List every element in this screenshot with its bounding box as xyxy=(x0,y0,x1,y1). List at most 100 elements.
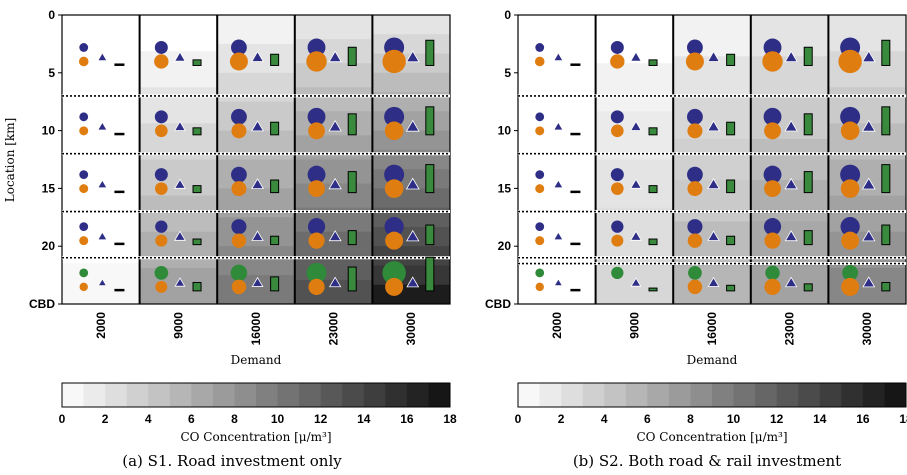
marker-bar xyxy=(648,238,658,246)
marker-bar xyxy=(570,288,581,292)
marker-triangle xyxy=(97,52,108,62)
concentration-band xyxy=(294,87,373,112)
colorbar-tick-label: 4 xyxy=(145,412,152,426)
concentration-band xyxy=(372,188,450,209)
concentration-band xyxy=(139,159,218,197)
marker-road-emission xyxy=(231,219,247,235)
marker-triangle xyxy=(553,121,564,131)
marker-population xyxy=(155,124,168,138)
marker-triangle xyxy=(630,230,642,241)
marker-population xyxy=(385,277,404,296)
concentration-band xyxy=(828,195,906,233)
concentration-band xyxy=(595,207,674,257)
concentration-band xyxy=(673,97,751,140)
marker-rail-emission xyxy=(230,264,248,282)
marker-road-emission xyxy=(687,166,703,183)
marker-triangle xyxy=(707,178,721,190)
marker-bar xyxy=(648,287,658,292)
marker-population xyxy=(535,282,544,292)
marker-population xyxy=(841,231,860,250)
marker-bar xyxy=(192,185,202,194)
marker-population xyxy=(155,280,168,293)
marker-bar xyxy=(425,39,435,66)
marker-rail-emission xyxy=(842,264,859,281)
colorbar-swatch xyxy=(819,383,842,407)
concentration-band xyxy=(372,130,450,151)
marker-road-emission xyxy=(307,165,326,184)
marker-triangle xyxy=(174,51,186,62)
marker-rail-emission xyxy=(154,266,169,280)
concentration-band xyxy=(673,138,751,181)
colorbar-swatch xyxy=(406,383,429,407)
marker-road-emission xyxy=(763,38,782,57)
concentration-band xyxy=(62,138,140,181)
colorbar-swatch xyxy=(776,383,799,407)
marker-population xyxy=(841,277,860,296)
marker-bar xyxy=(570,132,581,136)
colorbar-tick-label: 12 xyxy=(770,412,784,426)
marker-triangle xyxy=(862,276,876,288)
concentration-band xyxy=(673,221,751,264)
marker-population xyxy=(229,52,248,71)
marker-bar xyxy=(648,59,658,66)
y-tick-label: 20 xyxy=(498,239,512,253)
marker-triangle xyxy=(405,177,420,190)
marker-road-emission xyxy=(231,108,247,125)
y-tick-label: 0 xyxy=(504,8,511,22)
marker-triangle xyxy=(174,178,186,189)
colorbar-swatch xyxy=(712,383,734,407)
marker-bar xyxy=(570,63,581,66)
marker-road-emission xyxy=(840,106,861,127)
colorbar-swatch xyxy=(862,383,885,407)
marker-bar xyxy=(726,179,736,194)
colorbar-label: CO Concentration [μ/m³] xyxy=(636,430,787,444)
marker-road-emission xyxy=(763,165,782,184)
panel-caption: (b) S2. Both road & rail investment xyxy=(573,452,841,470)
colorbar-swatch xyxy=(126,383,149,407)
marker-bar xyxy=(270,121,280,136)
marker-population xyxy=(610,54,625,69)
marker-population xyxy=(535,184,545,194)
colorbar-tick-label: 8 xyxy=(231,412,238,426)
marker-rail-emission xyxy=(79,268,89,278)
marker-population xyxy=(611,124,624,138)
marker-triangle xyxy=(784,120,798,132)
colorbar-tick-label: 18 xyxy=(443,412,457,426)
colorbar-swatch xyxy=(62,383,84,407)
colorbar-swatch xyxy=(385,383,408,407)
colorbar-swatch xyxy=(148,383,171,407)
colorbar-tick-label: 14 xyxy=(357,412,371,426)
marker-road-emission xyxy=(535,43,545,52)
marker-bar xyxy=(114,132,125,136)
colorbar-swatch xyxy=(733,383,756,407)
colorbar-tick-label: 6 xyxy=(188,412,195,426)
marker-population xyxy=(79,236,89,246)
marker-road-emission xyxy=(231,39,247,56)
marker-population xyxy=(308,180,325,198)
colorbar-swatch xyxy=(256,383,278,407)
marker-road-emission xyxy=(611,220,624,233)
colorbar-swatch xyxy=(299,383,322,407)
marker-population xyxy=(687,181,703,197)
colorbar-swatch xyxy=(647,383,670,407)
x-tick-label: 16000 xyxy=(705,312,719,346)
colorbar-swatch xyxy=(105,383,128,407)
y-tick-label: 15 xyxy=(42,181,56,195)
marker-road-emission xyxy=(307,38,326,57)
marker-bar xyxy=(803,283,813,292)
colorbar-swatch xyxy=(363,383,386,407)
concentration-band xyxy=(518,130,596,189)
marker-triangle xyxy=(97,179,108,189)
marker-population xyxy=(154,54,169,69)
colorbar-swatch xyxy=(234,383,257,407)
y-tick-label: 10 xyxy=(498,124,512,138)
marker-bar xyxy=(726,53,736,66)
marker-population xyxy=(231,279,247,295)
colorbar-swatch xyxy=(604,383,627,407)
marker-bar xyxy=(114,63,125,66)
marker-road-emission xyxy=(763,107,782,126)
marker-bar xyxy=(881,224,891,246)
colorbar-swatch xyxy=(212,383,235,407)
marker-population xyxy=(79,184,89,194)
colorbar-tick-label: 0 xyxy=(59,412,66,426)
